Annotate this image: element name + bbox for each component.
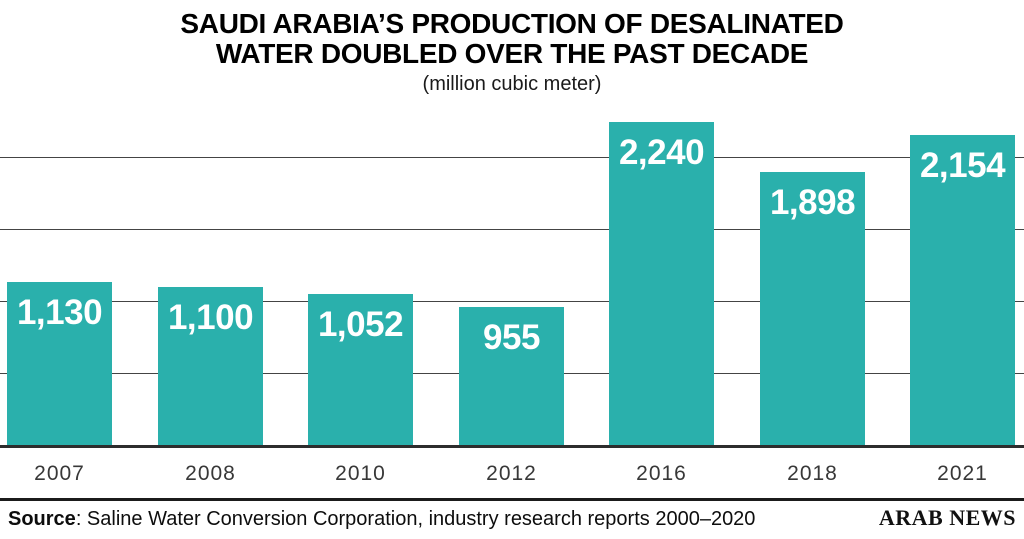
bar-value-label: 1,898 [769,183,856,222]
footer-divider [0,498,1024,501]
bar-value-label: 1,100 [167,298,254,337]
x-tick-2021: 2021 [937,462,988,485]
bar-2021: 2,154 [910,135,1015,445]
x-tick-2016: 2016 [636,462,687,485]
bar-value-label: 1,052 [317,305,404,344]
bar-2018: 1,898 [760,172,865,445]
bar-value-label: 2,154 [919,146,1006,185]
x-tick-2012: 2012 [486,462,537,485]
bar-2010: 1,052 [308,294,413,445]
x-axis-line [0,445,1024,448]
bar-2012: 955 [459,307,564,445]
x-tick-2010: 2010 [335,462,386,485]
arab-news-logo: ARAB NEWS [878,505,1016,530]
bar-2008: 1,100 [158,287,263,445]
bar-2007: 1,130 [7,282,112,445]
gridline-1500 [0,229,1024,230]
bar-2016: 2,240 [609,122,714,445]
chart-title-line2: WATER DOUBLED OVER THE PAST DECADE [215,38,809,69]
bar-value-label: 955 [483,318,540,357]
source-text: : Saline Water Conversion Corporation, i… [75,508,756,530]
x-tick-2018: 2018 [787,462,838,485]
x-tick-2007: 2007 [34,462,85,485]
source-note: Source: Saline Water Conversion Corporat… [8,508,755,531]
x-tick-2008: 2008 [185,462,236,485]
source-label: Source [8,508,76,530]
gridline-1000 [0,301,1024,302]
chart-title-line1: SAUDI ARABIA’S PRODUCTION OF DESALINATED [180,8,844,39]
footer: Source: Saline Water Conversion Corporat… [8,505,1016,533]
chart-header: SAUDI ARABIA’S PRODUCTION OF DESALINATED… [0,8,1024,96]
gridline-2000 [0,157,1024,158]
bar-value-label: 2,240 [618,133,705,172]
chart-subtitle: (million cubic meter) [422,73,602,95]
bar-value-label: 1,130 [16,293,103,332]
